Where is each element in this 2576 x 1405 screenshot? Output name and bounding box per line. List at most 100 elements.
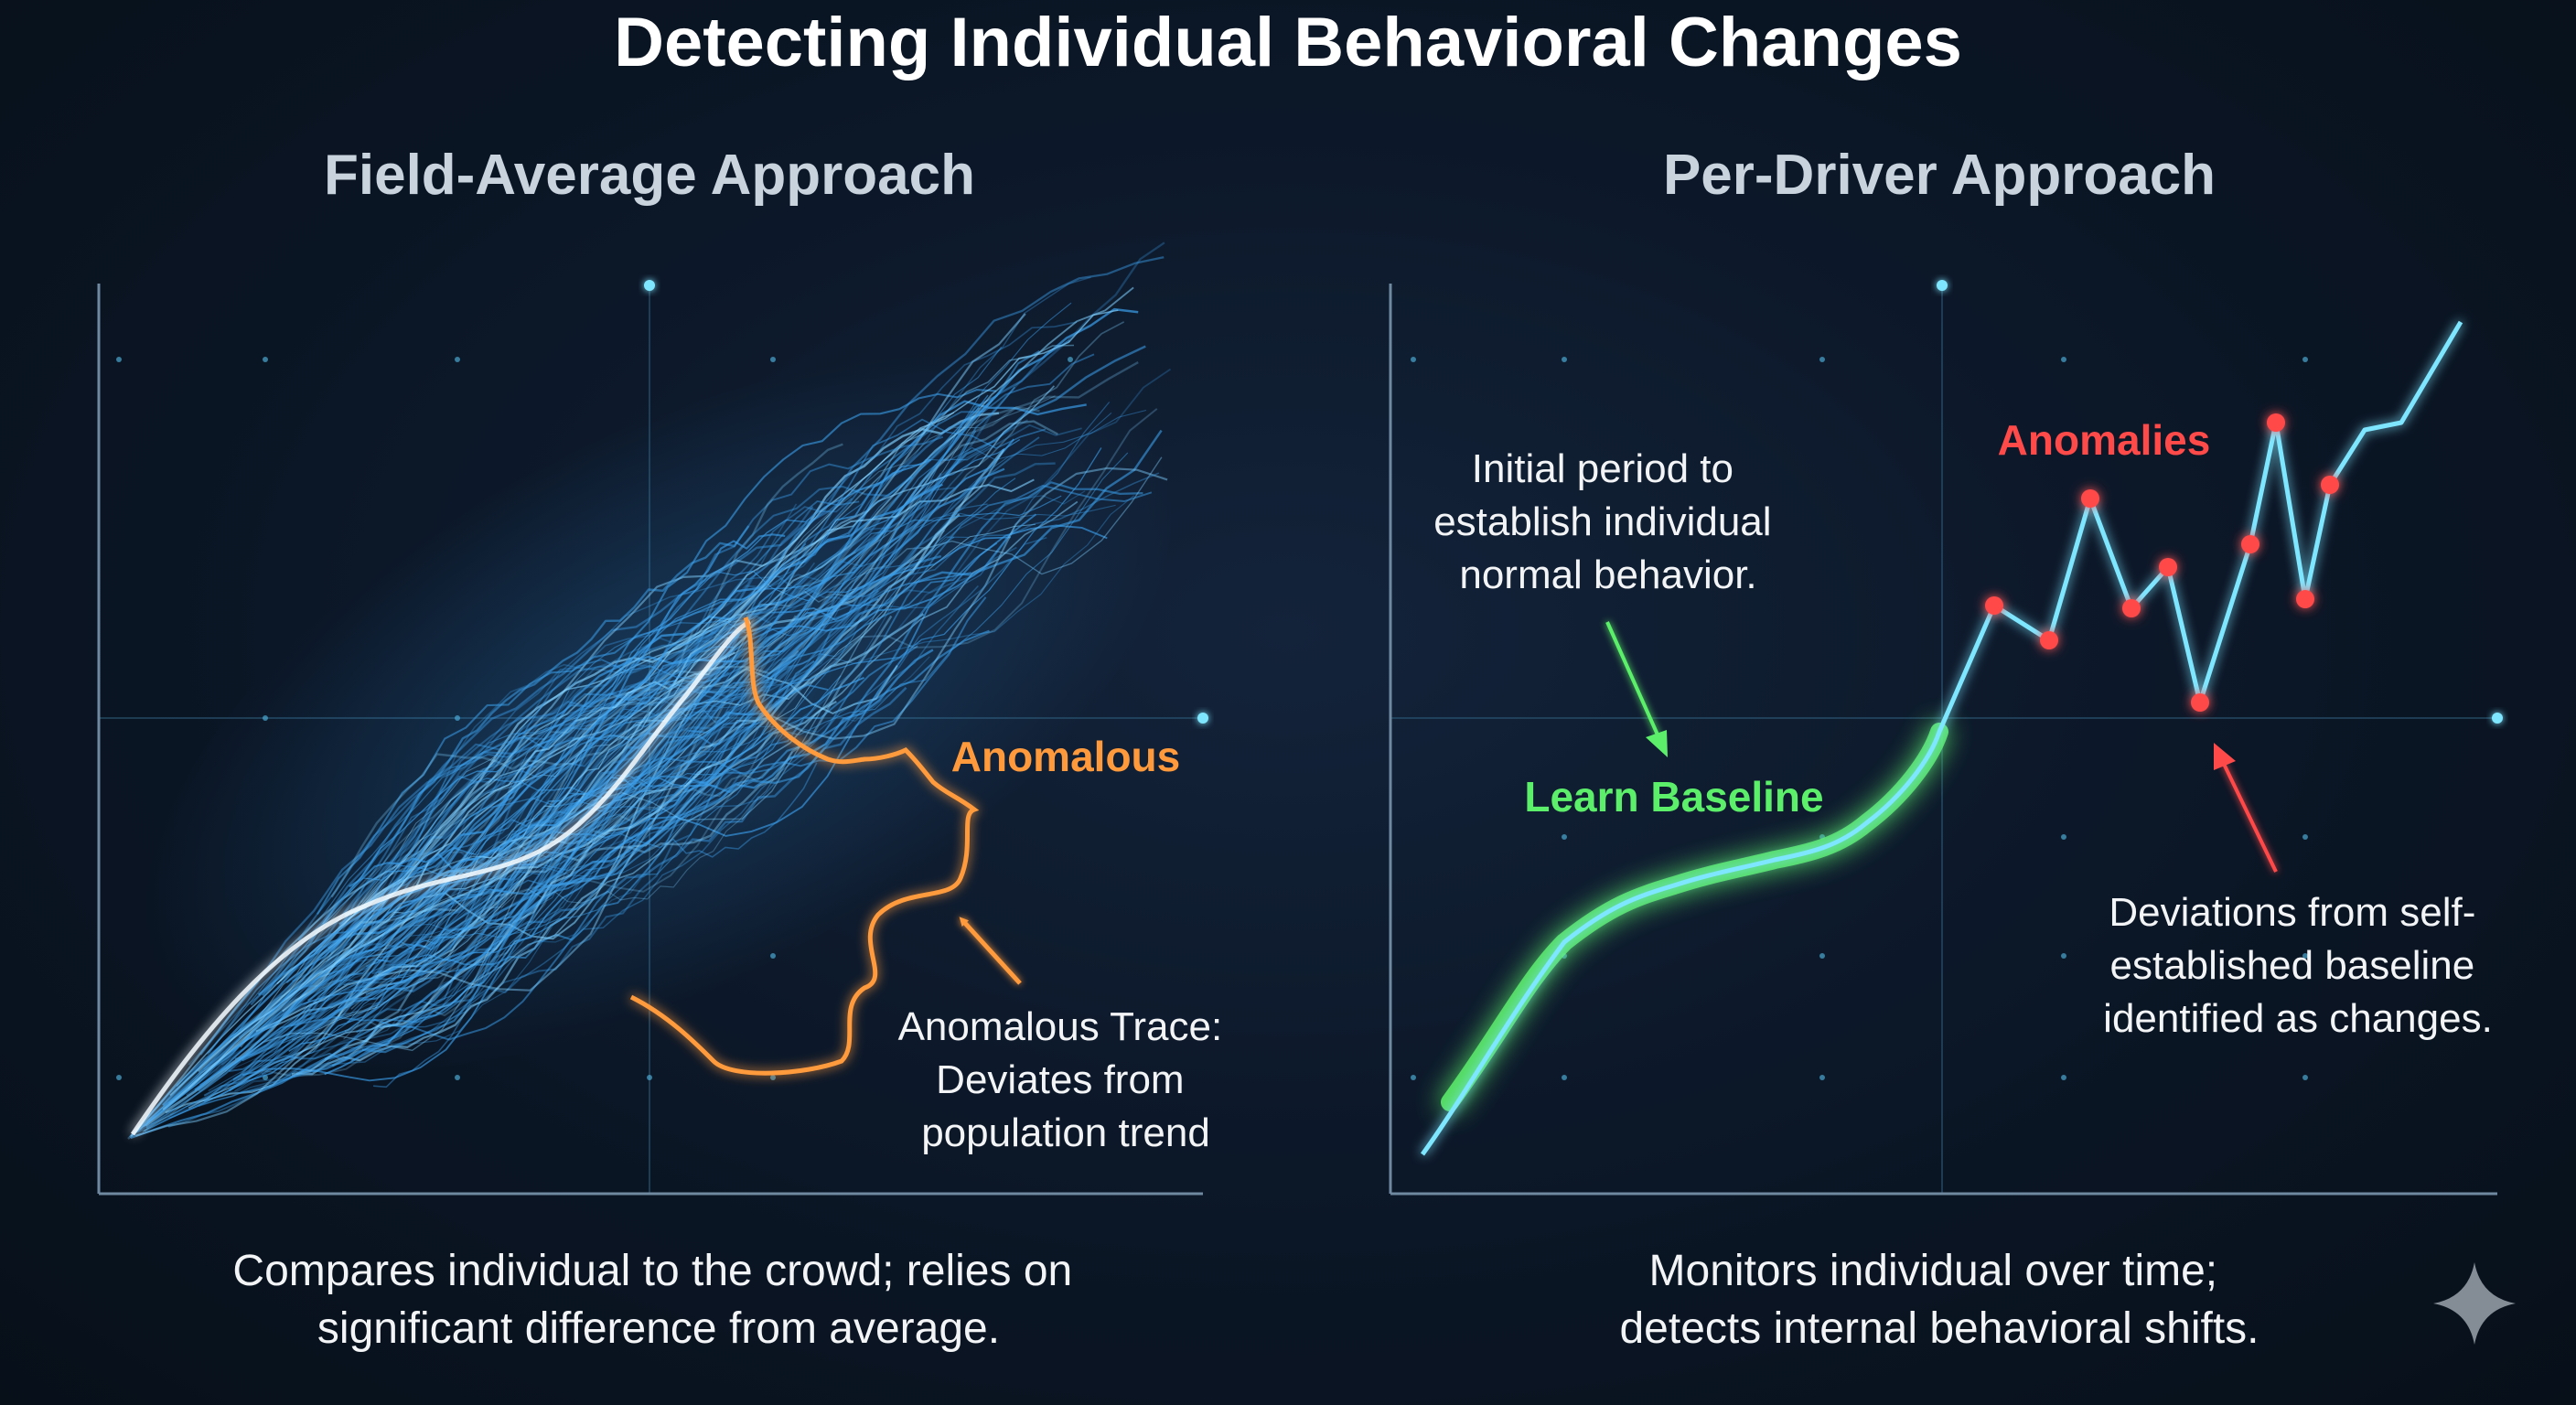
- crowd-trace: [255, 478, 1035, 1033]
- crowd-trace: [282, 651, 735, 1013]
- crowd-trace: [268, 452, 1129, 1089]
- baseline-pointer-arrow: [1605, 621, 1662, 742]
- crowd-trace: [343, 751, 793, 1040]
- crowd-trace: [338, 389, 996, 926]
- crowd-trace: [251, 542, 998, 1039]
- anomaly-point: [2040, 631, 2058, 649]
- anomaly-point: [2122, 599, 2141, 617]
- crowd-trace: [358, 386, 1015, 934]
- crowd-trace: [298, 537, 1047, 1074]
- crowd-trace: [220, 649, 722, 1071]
- crowd-trace: [145, 683, 829, 1129]
- anomalous-trace: [629, 617, 980, 1076]
- crowd-trace: [331, 615, 893, 1067]
- crowd-trace: [226, 484, 1153, 1070]
- crowd-trace: [311, 472, 1160, 1072]
- crowd-trace: [239, 420, 1058, 1048]
- right-grid-dots: [1411, 357, 2308, 1080]
- right-chart: Anomalies Initial period to establish in…: [1389, 280, 2503, 1196]
- crowd-trace: [349, 533, 786, 888]
- driver-signal-line: [1420, 320, 2463, 1156]
- crowd-trace: [306, 585, 979, 1056]
- right-caption: Monitors individual over time; detects i…: [1619, 1247, 2259, 1353]
- anomaly-point: [2296, 590, 2314, 608]
- crowd-trace: [365, 499, 931, 995]
- left-caption: Compares individual to the crowd; relies…: [232, 1247, 1084, 1353]
- crowd-traces: [127, 241, 1172, 1140]
- crowd-trace: [145, 646, 734, 1125]
- crowd-trace: [232, 402, 1111, 1082]
- learn-baseline-label: Learn Baseline: [1524, 773, 1823, 820]
- right-panel-heading: Per-Driver Approach: [1663, 144, 2216, 207]
- crowd-trace: [168, 753, 706, 1120]
- crowd-trace: [216, 590, 879, 1098]
- trace-pointer-arrow: [959, 917, 1022, 985]
- crowd-trace: [360, 321, 1125, 904]
- crowd-trace: [169, 286, 1134, 1097]
- crowd-trace: [150, 617, 767, 1121]
- crowd-trace: [285, 458, 931, 983]
- crowd-trace: [343, 495, 1062, 986]
- anomalies-label: Anomalies: [1998, 416, 2211, 464]
- crowd-trace: [262, 525, 750, 996]
- crowd-trace: [337, 531, 886, 961]
- crowd-mean-line: [130, 619, 752, 1136]
- anomaly-point: [2191, 693, 2209, 712]
- left-grid-node: [1197, 713, 1208, 724]
- crowd-trace: [324, 649, 934, 1061]
- crowd-trace: [291, 506, 814, 982]
- crowd-trace: [193, 424, 1082, 1093]
- crowd-trace: [245, 368, 1172, 1055]
- page-title: Detecting Individual Behavioral Changes: [614, 4, 1962, 81]
- crowd-trace: [322, 407, 980, 925]
- left-grid-node: [644, 280, 655, 291]
- baseline-arrowhead: [1646, 730, 1668, 757]
- crowd-trace: [335, 615, 797, 1021]
- crowd-trace: [306, 530, 946, 1032]
- crowd-trace: [330, 595, 845, 954]
- crowd-trace: [332, 302, 1072, 967]
- anomaly-points: [1985, 413, 2339, 712]
- crowd-trace: [353, 703, 751, 960]
- crowd-trace: [242, 467, 1005, 1062]
- crowd-trace: [198, 385, 1055, 1073]
- crowd-trace: [293, 656, 930, 1078]
- crowd-trace: [330, 443, 843, 898]
- anomaly-point: [2159, 558, 2177, 576]
- crowd-trace: [344, 344, 1075, 917]
- left-chart: Anomalous Anomalous Trace: Deviates from…: [97, 241, 1234, 1196]
- right-grid-node: [2492, 713, 2503, 724]
- crowd-trace: [350, 536, 955, 1062]
- crowd-trace: [188, 447, 1005, 1089]
- anomaly-point: [2241, 535, 2259, 553]
- crowd-trace: [134, 467, 1168, 1137]
- crowd-trace: [361, 481, 1143, 1054]
- baseline-note: Initial period to establish individual n…: [1433, 446, 1783, 597]
- right-grid-node: [1937, 280, 1948, 291]
- deviation-pointer-arrow: [2221, 761, 2278, 873]
- crowd-trace: [188, 500, 1079, 1110]
- crowd-trace: [327, 307, 1139, 949]
- anomaly-point: [2321, 476, 2339, 494]
- anomalous-label: Anomalous: [951, 733, 1180, 780]
- crowd-trace: [199, 536, 969, 1086]
- anomalous-trace-note: Anomalous Trace: Deviates from populatio…: [898, 1004, 1234, 1155]
- crowd-trace: [316, 349, 1040, 916]
- crowd-trace: [365, 645, 918, 968]
- anomaly-point: [1985, 596, 2003, 615]
- crowd-trace: [130, 629, 990, 1140]
- crowd-trace: [199, 256, 1165, 1056]
- crowd-trace: [199, 395, 1056, 1067]
- crowd-trace: [131, 476, 912, 1135]
- crowd-trace: [167, 697, 786, 1118]
- deviation-arrowhead: [2214, 743, 2236, 770]
- sparkle-icon: [2433, 1262, 2516, 1345]
- left-panel-heading: Field-Average Approach: [324, 144, 975, 207]
- crowd-trace: [280, 551, 856, 982]
- crowd-trace: [144, 536, 1011, 1132]
- crowd-trace: [363, 490, 1086, 977]
- anomaly-point: [2081, 489, 2099, 508]
- deviation-note: Deviations from self- established baseli…: [2103, 890, 2493, 1041]
- crowd-trace: [237, 408, 1158, 1081]
